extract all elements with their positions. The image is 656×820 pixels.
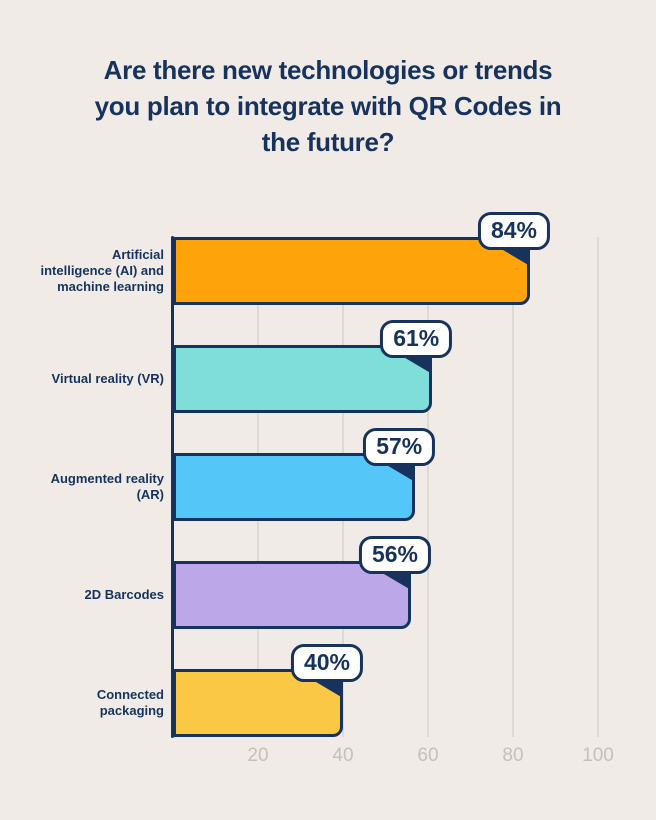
chart-title: Are there new technologies or trends you… bbox=[94, 55, 562, 157]
plot-area: 20 40 60 80 100 Artificial intelligence (AI) … bbox=[40, 212, 614, 766]
x-tick-label-20: 20 bbox=[247, 745, 269, 766]
bar-row-3: 2D Barcodes 56% bbox=[85, 536, 598, 629]
x-tick-label-80: 80 bbox=[502, 745, 524, 766]
gridline-80 bbox=[512, 237, 514, 737]
x-tick-label-100: 100 bbox=[582, 745, 614, 766]
category-label: Artificial intelligence (AI) and machine… bbox=[40, 247, 164, 294]
value-badge: 57% bbox=[363, 428, 436, 466]
x-tick-label-60: 60 bbox=[417, 745, 439, 766]
bar-row-0: Artificial intelligence (AI) and machine… bbox=[40, 212, 598, 305]
bar-row-2: Augmented reality (AR) 57% bbox=[51, 428, 598, 521]
category-label: Augmented reality (AR) bbox=[50, 471, 164, 502]
value-badge: 56% bbox=[358, 536, 431, 574]
y-axis-line bbox=[171, 236, 174, 738]
bar bbox=[173, 237, 530, 305]
value-badge: 61% bbox=[380, 320, 453, 358]
x-tick-label-40: 40 bbox=[332, 745, 354, 766]
category-label: Virtual reality (VR) bbox=[51, 371, 164, 386]
gridline-100 bbox=[597, 237, 599, 737]
value-badge: 40% bbox=[290, 644, 363, 682]
bar-row-4: Connected packaging 40% bbox=[97, 644, 598, 737]
bar-row-1: Virtual reality (VR) 61% bbox=[52, 320, 598, 413]
gridline-60 bbox=[427, 237, 429, 737]
category-label: 2D Barcodes bbox=[84, 587, 164, 602]
category-label: Connected packaging bbox=[96, 687, 164, 718]
value-badge: 84% bbox=[477, 212, 550, 250]
